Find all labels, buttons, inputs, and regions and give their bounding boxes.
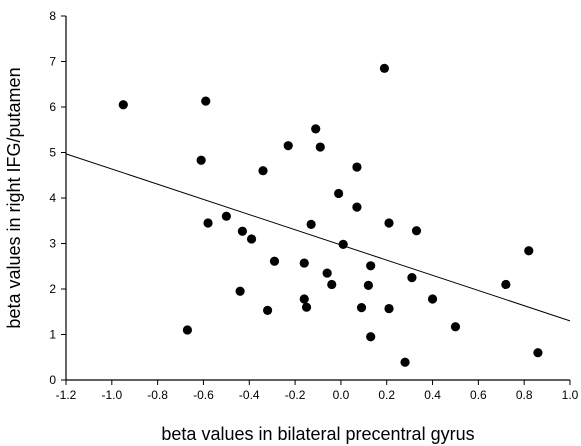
data-point	[384, 218, 394, 228]
data-point	[366, 332, 376, 342]
data-point	[356, 303, 367, 313]
x-tick-label: 0.6	[470, 388, 487, 402]
data-point	[311, 124, 321, 134]
data-point	[501, 279, 511, 290]
data-point	[263, 305, 273, 315]
data-point	[366, 261, 376, 271]
data-point	[118, 100, 128, 110]
data-point	[258, 166, 268, 176]
x-tick-label: 0.0	[333, 388, 350, 402]
data-point	[322, 268, 332, 278]
data-point	[427, 294, 438, 304]
data-point	[352, 162, 362, 172]
y-tick-label: 0	[49, 373, 56, 387]
y-tick-label: 1	[49, 328, 56, 342]
data-point	[450, 322, 461, 332]
data-point	[203, 218, 213, 228]
x-tick-label: 0.8	[516, 388, 533, 402]
data-point	[299, 294, 309, 304]
data-point	[338, 239, 348, 250]
data-point	[201, 96, 211, 106]
data-point	[221, 211, 231, 221]
data-point	[196, 155, 206, 165]
y-tick-label: 5	[49, 146, 56, 160]
data-point	[299, 258, 309, 268]
data-point	[315, 142, 325, 152]
x-tick-label: -1.0	[101, 388, 122, 402]
data-point	[533, 348, 543, 358]
data-point	[327, 279, 337, 290]
x-tick-label: -0.6	[193, 388, 214, 402]
y-tick-label: 4	[49, 191, 56, 205]
x-tick-label: -1.2	[56, 388, 77, 402]
data-point	[301, 302, 312, 312]
data-point	[334, 188, 344, 199]
y-tick-label: 3	[49, 237, 56, 251]
x-axis-title: beta values in bilateral precentral gyru…	[161, 424, 474, 444]
x-tick-label: -0.4	[239, 388, 260, 402]
y-tick-label: 6	[49, 100, 56, 114]
data-point	[407, 273, 417, 283]
x-tick-label: -0.2	[285, 388, 306, 402]
data-point	[352, 202, 362, 212]
data-point	[269, 256, 280, 266]
data-point	[235, 286, 245, 296]
data-point	[384, 303, 394, 314]
data-point	[524, 246, 534, 256]
y-tick-label: 7	[49, 55, 56, 69]
data-point	[379, 63, 390, 73]
data-point	[283, 141, 293, 151]
regression-line	[65, 153, 571, 322]
y-axis-title: beta values in right IFG/putamen	[4, 67, 24, 328]
x-tick-label: 0.4	[424, 388, 441, 402]
data-point	[363, 280, 373, 290]
x-tick-label: 0.2	[378, 388, 395, 402]
x-tick-label: 1.0	[562, 388, 579, 402]
data-points	[118, 63, 543, 367]
data-point	[400, 357, 410, 367]
data-point	[411, 226, 422, 236]
x-axis-ticks: -1.2 -1.0 -0.8 -0.6 -0.4 -0.2 0.0 0.2 0.4 0.6 0.8 1…	[56, 380, 579, 402]
y-tick-label: 8	[49, 9, 56, 23]
data-point	[182, 325, 193, 335]
axes	[65, 16, 570, 381]
regression-line-group	[65, 153, 571, 322]
y-axis-ticks: 0 1 2 3 4 5 6 7 8	[49, 9, 66, 387]
data-point	[237, 226, 247, 236]
data-point	[306, 219, 316, 229]
x-tick-label: -0.8	[147, 388, 168, 402]
y-tick-label: 2	[49, 282, 56, 296]
data-point	[246, 234, 257, 244]
